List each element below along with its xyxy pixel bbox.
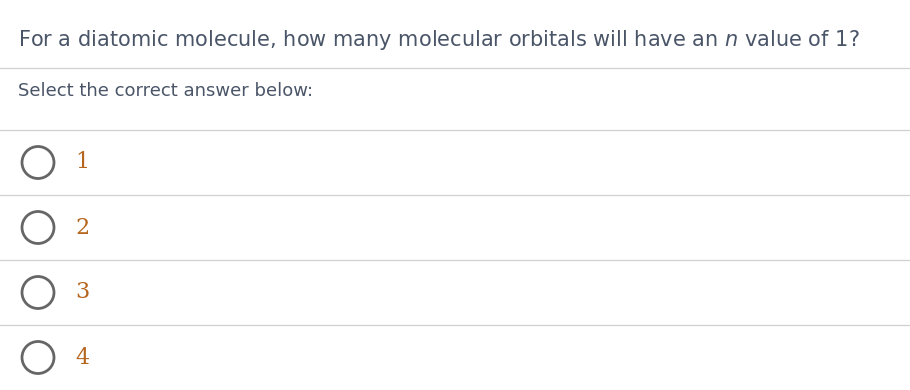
Text: 2: 2 (75, 216, 89, 239)
Text: For a diatomic molecule, how many molecular orbitals will have an $\mathit{n}$ v: For a diatomic molecule, how many molecu… (18, 28, 860, 52)
Text: 1: 1 (75, 151, 89, 174)
Text: 4: 4 (75, 346, 89, 369)
Text: Select the correct answer below:: Select the correct answer below: (18, 82, 313, 100)
Text: 3: 3 (75, 282, 89, 303)
